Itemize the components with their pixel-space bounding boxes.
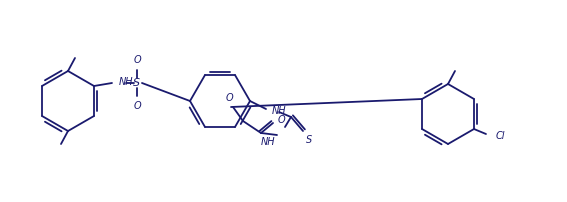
Text: O: O (133, 101, 141, 111)
Text: NH: NH (272, 106, 287, 116)
Text: S: S (133, 78, 141, 88)
Text: O: O (133, 55, 141, 65)
Text: O: O (278, 115, 286, 125)
Text: NH: NH (119, 77, 134, 87)
Text: S: S (306, 135, 312, 145)
Text: O: O (225, 93, 233, 103)
Text: NH: NH (260, 137, 275, 147)
Text: Cl: Cl (496, 131, 506, 141)
